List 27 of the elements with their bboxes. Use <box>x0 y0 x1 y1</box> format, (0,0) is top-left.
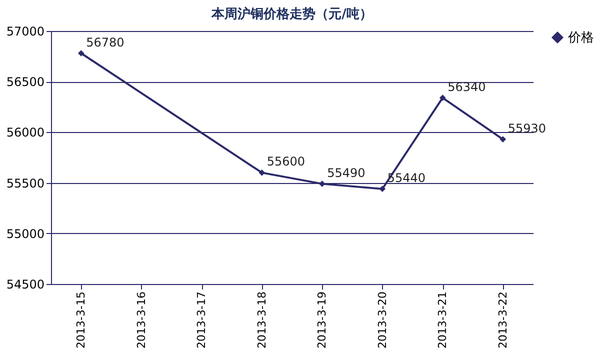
x-tick-label: 2013-3-15 <box>74 292 88 348</box>
point <box>439 94 446 101</box>
chart-title: 本周沪铜价格走势（元/吨） <box>210 6 372 22</box>
y-tick-label: 54500 <box>6 278 44 292</box>
data-label: 55490 <box>327 166 366 180</box>
x-tick-label: 2013-3-19 <box>316 292 329 348</box>
y-tick-label: 55500 <box>6 176 44 190</box>
point <box>379 186 386 192</box>
point <box>258 170 266 176</box>
x-tick-label: 2013-3-20 <box>376 292 389 348</box>
point <box>78 50 84 56</box>
y-tick-label: 56500 <box>6 75 44 90</box>
data-label: 55600 <box>266 154 306 169</box>
data-label: 56340 <box>448 80 486 94</box>
y-tick-label: 57000 <box>6 24 44 38</box>
x-tick-label: 2013-3-17 <box>195 292 208 348</box>
y-tick-label: 55000 <box>6 226 44 241</box>
x-tick-label: 2013-3-16 <box>134 292 148 348</box>
x-tick-label: 2013-3-21 <box>436 292 450 348</box>
legend-label: 价格 <box>567 30 594 46</box>
data-label: 55930 <box>508 121 546 136</box>
x-tick-label: 2013-3-18 <box>255 292 268 348</box>
y-tick-label: 56000 <box>6 126 44 140</box>
data-label: 56780 <box>86 35 124 50</box>
x-tick-label: 2013-3-22 <box>496 292 510 348</box>
point <box>318 180 326 187</box>
point <box>500 136 506 142</box>
